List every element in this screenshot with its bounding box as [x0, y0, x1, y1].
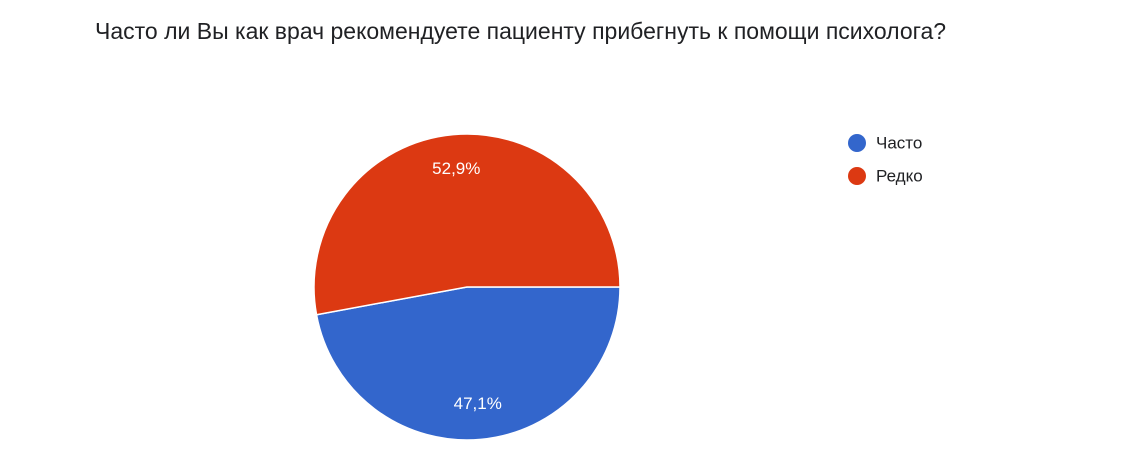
legend-swatch	[848, 167, 866, 185]
pie-slice	[315, 286, 621, 441]
chart-title: Часто ли Вы как врач рекомендуете пациен…	[95, 18, 946, 44]
slice-label: 52,9%	[432, 159, 480, 178]
legend-swatch	[848, 134, 866, 152]
pie-slice	[313, 133, 621, 316]
legend-label: Редко	[876, 166, 923, 185]
legend-label: Часто	[876, 133, 922, 152]
slice-label: 47,1%	[454, 394, 502, 413]
